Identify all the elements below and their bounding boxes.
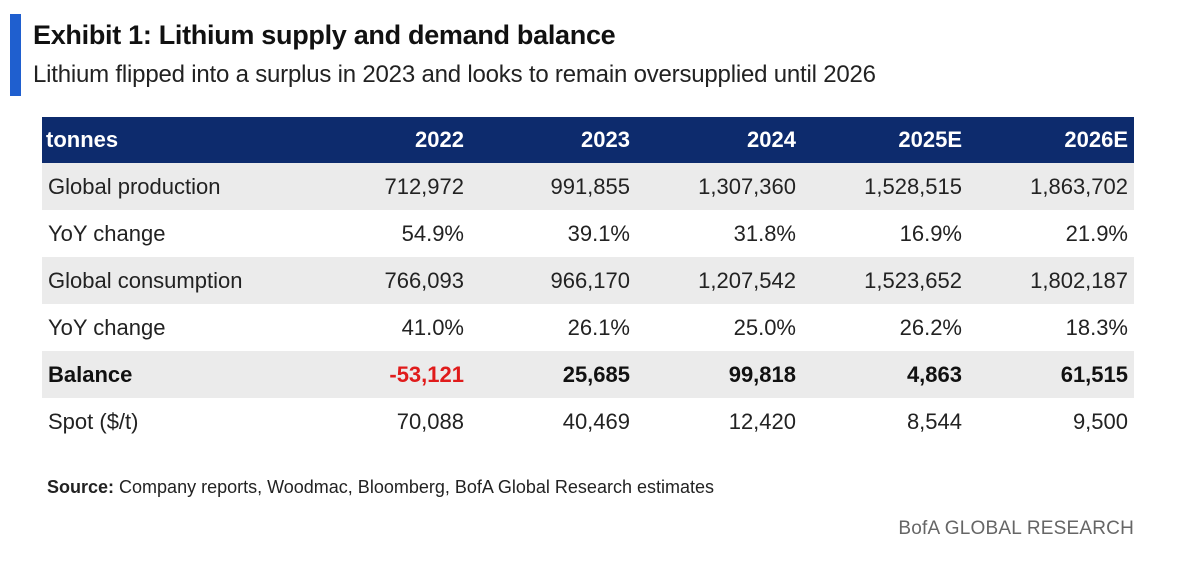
table-cell: 41.0% bbox=[401, 314, 464, 340]
row-label: Global consumption bbox=[42, 257, 304, 304]
source-text: Company reports, Woodmac, Bloomberg, Bof… bbox=[119, 477, 714, 497]
table-cell: 1,307,360 bbox=[636, 163, 802, 210]
table-row-production-yoy: YoY change 54.9% 39.1% 31.8% 16.9% 21.9% bbox=[42, 210, 1134, 257]
table-row-balance: Balance -53,121 25,685 99,818 4,863 61,5… bbox=[42, 351, 1134, 398]
row-label: YoY change bbox=[48, 314, 166, 340]
table-cell: 991,855 bbox=[470, 163, 636, 210]
table-cell: 21.9% bbox=[1065, 220, 1128, 246]
source-label: Source: bbox=[47, 477, 115, 497]
table-cell: 25.0% bbox=[733, 314, 796, 340]
table-cell: 1,528,515 bbox=[802, 163, 968, 210]
table-cell: 26.1% bbox=[567, 314, 630, 340]
table-cell: 12,420 bbox=[728, 408, 796, 434]
table-cell: 8,544 bbox=[906, 408, 962, 434]
table-body: Global production 712,972 991,855 1,307,… bbox=[42, 163, 1134, 445]
row-label: YoY change bbox=[48, 220, 166, 246]
exhibit-subtitle: Lithium flipped into a surplus in 2023 a… bbox=[33, 61, 876, 88]
table-cell: 18.3% bbox=[1065, 314, 1128, 340]
table-cell: 9,500 bbox=[1072, 408, 1128, 434]
lithium-balance-table: tonnes 2022 2023 2024 2025E 2026E Global… bbox=[42, 117, 1134, 445]
row-label: Balance bbox=[42, 351, 304, 398]
table-row-global-consumption: Global consumption 766,093 966,170 1,207… bbox=[42, 257, 1134, 304]
exhibit-title: Exhibit 1: Lithium supply and demand bal… bbox=[33, 20, 616, 50]
table-cell: 1,863,702 bbox=[968, 163, 1134, 210]
table-cell: 70,088 bbox=[396, 408, 464, 434]
accent-bar bbox=[10, 14, 21, 96]
table-cell: 40,469 bbox=[562, 408, 630, 434]
table-cell: 61,515 bbox=[968, 351, 1134, 398]
header-row: tonnes 2022 2023 2024 2025E 2026E bbox=[42, 117, 1134, 163]
row-label: Spot ($/t) bbox=[48, 408, 139, 434]
table-cell: 16.9% bbox=[899, 220, 962, 246]
table-cell: 4,863 bbox=[802, 351, 968, 398]
table-header: tonnes 2022 2023 2024 2025E 2026E bbox=[42, 117, 1134, 163]
column-header-2024: 2024 bbox=[636, 117, 802, 163]
source-note: Source: Company reports, Woodmac, Bloomb… bbox=[47, 477, 714, 498]
table-cell: 54.9% bbox=[401, 220, 464, 246]
column-header-2023: 2023 bbox=[470, 117, 636, 163]
table-cell: 766,093 bbox=[304, 257, 470, 304]
table-cell: 1,207,542 bbox=[636, 257, 802, 304]
table-row-consumption-yoy: YoY change 41.0% 26.1% 25.0% 26.2% 18.3% bbox=[42, 304, 1134, 351]
column-header-unit: tonnes bbox=[42, 117, 304, 163]
table-cell: 712,972 bbox=[304, 163, 470, 210]
table-cell: 26.2% bbox=[899, 314, 962, 340]
table-cell: 966,170 bbox=[470, 257, 636, 304]
column-header-2025e: 2025E bbox=[802, 117, 968, 163]
table-cell: 39.1% bbox=[567, 220, 630, 246]
table-cell: 1,802,187 bbox=[968, 257, 1134, 304]
column-header-2022: 2022 bbox=[304, 117, 470, 163]
brand-footer: BofA GLOBAL RESEARCH bbox=[898, 518, 1134, 539]
table-cell: 99,818 bbox=[636, 351, 802, 398]
table-cell-negative: -53,121 bbox=[304, 351, 470, 398]
table-row-global-production: Global production 712,972 991,855 1,307,… bbox=[42, 163, 1134, 210]
table-cell: 31.8% bbox=[733, 220, 796, 246]
table-cell: 25,685 bbox=[470, 351, 636, 398]
column-header-2026e: 2026E bbox=[968, 117, 1134, 163]
row-label: Global production bbox=[42, 163, 304, 210]
table-row-spot-price: Spot ($/t) 70,088 40,469 12,420 8,544 9,… bbox=[42, 398, 1134, 445]
table-cell: 1,523,652 bbox=[802, 257, 968, 304]
